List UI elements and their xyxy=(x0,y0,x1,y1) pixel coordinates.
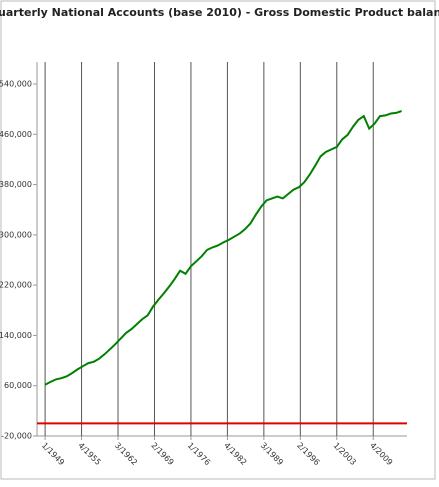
y-tick-label: 220,000 xyxy=(0,281,32,290)
y-tick-label: 140,000 xyxy=(0,331,32,340)
y-tick-label: 460,000 xyxy=(0,130,32,139)
y-tick-label: 60,000 xyxy=(4,381,32,390)
y-tick-label: -20,000 xyxy=(1,432,32,441)
chart-title: Quarterly National Accounts (base 2010) … xyxy=(0,6,439,19)
y-tick-label: 300,000 xyxy=(0,230,32,239)
data-line xyxy=(44,110,402,386)
y-tick-label: 380,000 xyxy=(0,180,32,189)
y-tick-label: 540,000 xyxy=(0,80,32,89)
frame xyxy=(0,0,436,480)
